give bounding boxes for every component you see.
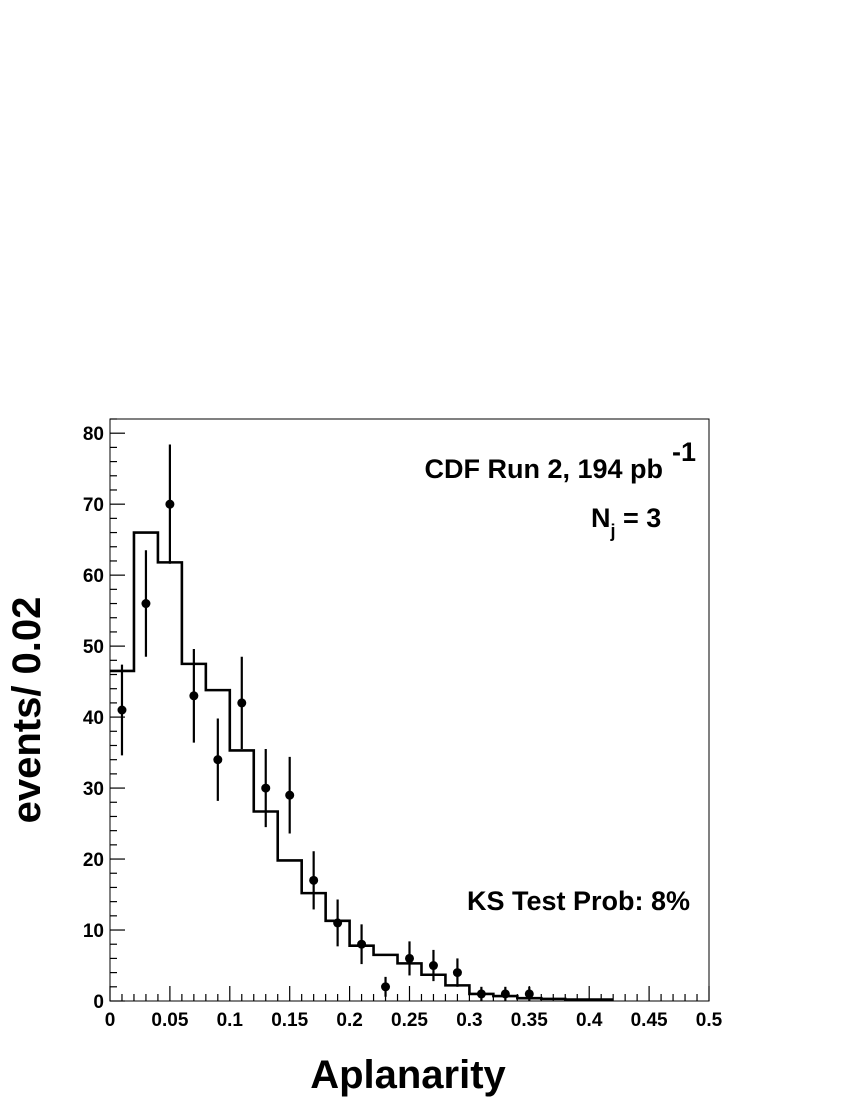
x-tick-label: 0.35 (511, 1010, 548, 1031)
x-tick-label: 0.5 (696, 1010, 723, 1031)
data-point (165, 444, 175, 564)
data-marker (189, 691, 199, 701)
data-point (476, 986, 486, 1001)
data-point (189, 648, 199, 743)
y-tick-label: 10 (83, 921, 104, 942)
y-tick-label: 20 (83, 850, 104, 871)
x-tick-label: 0.4 (576, 1010, 603, 1031)
data-point (381, 976, 391, 997)
x-tick-label: 0.45 (631, 1010, 668, 1031)
y-axis-ticks (110, 418, 125, 1002)
x-tick-label: 0.3 (456, 1010, 482, 1031)
data-point (333, 899, 343, 947)
ks-test-label: KS Test Prob: 8% (467, 886, 690, 916)
data-point (285, 756, 295, 834)
data-marker (309, 875, 319, 885)
data-marker (141, 599, 151, 609)
histogram-line (110, 531, 614, 1001)
y-axis-tick-labels: 0 10 20 30 40 50 60 70 80 (83, 424, 104, 1013)
data-marker (357, 939, 367, 949)
data-marker (165, 499, 175, 509)
y-tick-label: 60 (83, 566, 104, 587)
y-tick-label: 40 (83, 708, 104, 729)
experiment-label: CDF Run 2, 194 pb (424, 454, 663, 484)
data-marker (452, 968, 462, 978)
data-point (500, 986, 510, 1001)
data-point (309, 851, 319, 910)
data-point (117, 664, 127, 756)
x-tick-label: 0.05 (151, 1010, 188, 1031)
x-tick-label: 0.2 (336, 1010, 362, 1031)
data-point (452, 958, 462, 987)
x-axis-ticks (109, 986, 710, 1001)
data-point (428, 949, 438, 982)
y-tick-label: 30 (83, 779, 104, 800)
x-tick-label: 0.1 (217, 1010, 244, 1031)
y-tick-label: 50 (83, 637, 104, 658)
data-point (524, 986, 534, 1001)
data-point (141, 550, 151, 657)
data-marker (285, 790, 295, 800)
data-marker (333, 918, 343, 928)
data-point (213, 718, 223, 801)
data-marker (524, 989, 534, 999)
njets-label-rest: = 3 (616, 503, 662, 533)
data-marker (405, 953, 414, 963)
data-marker (213, 755, 223, 765)
experiment-label-superscript: -1 (672, 437, 696, 467)
data-point (405, 941, 414, 976)
y-tick-label: 70 (83, 495, 104, 516)
data-marker (500, 989, 510, 999)
data-marker (428, 961, 438, 971)
njets-label: Nj = 3 (591, 503, 661, 541)
x-axis-title: Aplanarity (310, 1053, 506, 1097)
y-axis-title: events/ 0.02 (5, 597, 49, 824)
x-axis-tick-labels: 0 0.05 0.1 0.15 0.2 0.25 0.3 0.35 0.4 0.45 0.5 (105, 1010, 723, 1031)
njets-label-subscript: j (610, 521, 616, 541)
y-tick-label: 0 (93, 992, 104, 1013)
njets-label-main: N (591, 503, 611, 533)
y-tick-label: 80 (83, 424, 104, 445)
x-tick-label: 0.25 (391, 1010, 428, 1031)
data-point (261, 749, 271, 828)
data-marker (117, 705, 127, 715)
data-marker (261, 783, 271, 793)
data-point (357, 924, 367, 965)
data-points (117, 444, 534, 1001)
data-marker (476, 989, 486, 999)
data-marker (381, 982, 391, 992)
data-marker (237, 698, 247, 708)
x-tick-label: 0.15 (271, 1010, 308, 1031)
data-point (237, 656, 247, 750)
x-tick-label: 0 (105, 1010, 116, 1031)
